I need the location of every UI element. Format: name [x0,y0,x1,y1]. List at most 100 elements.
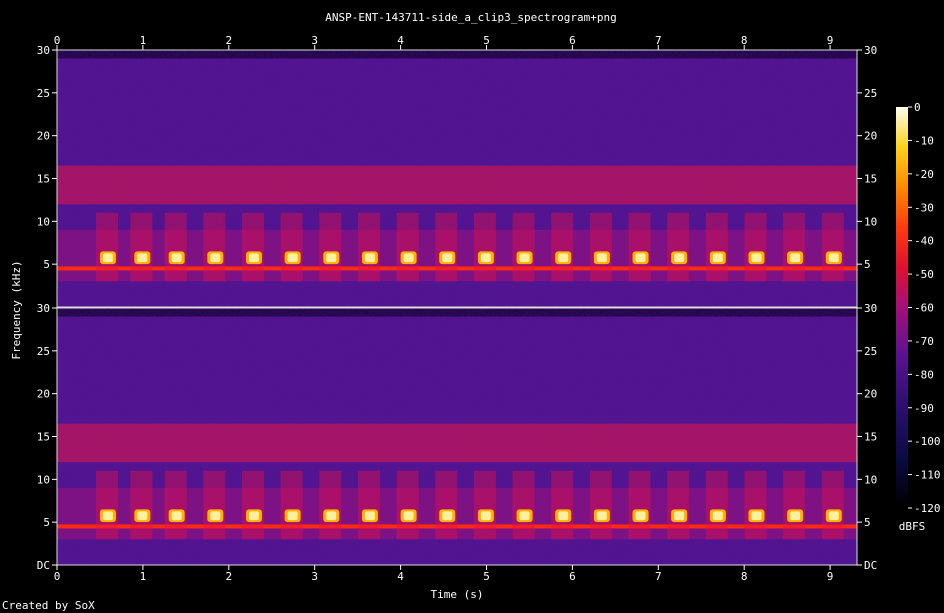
call-halo [783,470,806,540]
y-tick-label-right: 20 [864,388,877,401]
call-core [171,511,182,521]
call-halo [628,470,651,540]
call-core [442,511,453,521]
x-tick-label-top: 5 [483,34,490,47]
y-tick-label-right: 20 [864,130,877,143]
colorbar-tick-label: -20 [914,168,934,181]
call-halo [396,470,419,540]
x-tick-label-bottom: 7 [655,570,662,583]
y-tick-label-left: 15 [37,431,50,444]
call-halo [241,212,264,282]
call-halo [589,212,612,282]
call-halo [203,212,226,282]
colorbar-tick-label: -50 [914,268,934,281]
x-tick-label-top: 0 [54,34,61,47]
call-halo [551,212,574,282]
call-halo [164,212,187,282]
call-halo [130,470,153,540]
call-core [519,253,530,263]
call-core [364,253,375,263]
call-core [674,253,685,263]
colorbar-tick-label: -40 [914,235,934,248]
x-tick-label-top: 4 [397,34,404,47]
call-core [751,511,762,521]
y-tick-label-right: 30 [864,44,877,57]
y-tick-label-left: 30 [37,302,50,315]
call-halo [357,470,380,540]
x-tick-label-bottom: 1 [140,570,147,583]
call-core [210,253,221,263]
call-core [442,253,453,263]
colorbar-tick-label: -120 [914,502,941,515]
call-halo [203,470,226,540]
call-core [210,511,221,521]
channel-1-spectrogram: 5 5 10 10 15 15 20 20 25 25 30 30 [37,44,877,308]
x-axis-label: Time (s) [431,588,484,601]
x-tick-label-top: 8 [741,34,748,47]
y-tick-label-right: 10 [864,215,877,228]
x-tick-label-top: 1 [140,34,147,47]
x-tick-label-bottom: 3 [311,570,318,583]
colorbar-tick-label: 0 [914,101,921,114]
call-halo [667,470,690,540]
call-core [102,253,113,263]
call-core [287,253,298,263]
top-x-ticks: 0 1 2 3 4 5 6 7 8 9 [54,34,834,50]
call-halo [435,212,458,282]
call-halo [95,212,118,282]
call-core [828,511,839,521]
call-halo [705,212,728,282]
call-core [558,511,569,521]
y-tick-label-left: 5 [43,258,50,271]
call-halo [473,470,496,540]
call-halo [435,470,458,540]
call-halo [744,470,767,540]
call-halo [589,470,612,540]
y-tick-label-left: 10 [37,473,50,486]
call-core [137,511,148,521]
y-tick-label-right: 5 [864,258,871,271]
x-tick-label-bottom: 5 [483,570,490,583]
call-core [790,253,801,263]
y-tick-label-right: DC [864,559,877,572]
call-halo [551,470,574,540]
call-core [102,511,113,521]
x-tick-label-top: 9 [827,34,834,47]
y-tick-label-right: 5 [864,516,871,529]
colorbar-tick-label: -90 [914,402,934,415]
call-core [828,253,839,263]
y-tick-label-left: 15 [37,173,50,186]
colorbar-label: dBFS [899,520,926,533]
y-tick-label-left: 20 [37,388,50,401]
x-tick-label-bottom: 4 [397,570,404,583]
call-halo [319,212,342,282]
colorbar-tick-label: -60 [914,302,934,315]
channel-2-spectrogram: DC DC 5 5 10 10 15 15 20 20 25 25 30 30 [37,302,878,572]
call-halo [280,212,303,282]
call-halo [241,470,264,540]
y-tick-label-right: 15 [864,431,877,444]
call-halo [821,470,844,540]
call-halo [280,470,303,540]
y-tick-label-right: 30 [864,302,877,315]
call-core [403,511,414,521]
call-halo [667,212,690,282]
footer-credit: Created by SoX [2,599,95,612]
call-core [558,253,569,263]
colorbar-tick-label: -30 [914,201,934,214]
y-axis-label: Frequency (kHz) [10,260,23,359]
y-tick-label-left: DC [37,559,50,572]
x-tick-label-top: 2 [225,34,232,47]
call-core [751,253,762,263]
call-core [171,253,182,263]
call-core [635,511,646,521]
call-core [326,511,337,521]
call-halo [783,212,806,282]
colorbar-tick-label: -70 [914,335,934,348]
chart-title: ANSP-ENT-143711-side_a_clip3_spectrogram… [325,11,616,24]
call-core [596,511,607,521]
y-tick-label-right: 25 [864,87,877,100]
noise-band [57,423,857,463]
call-core [248,511,259,521]
